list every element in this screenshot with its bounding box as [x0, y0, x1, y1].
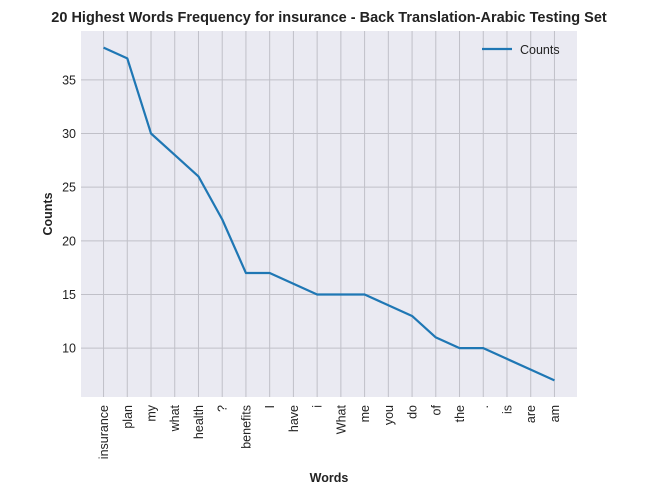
y-tick-label: 35: [62, 73, 76, 87]
y-tick-label: 10: [62, 342, 76, 356]
legend-label-counts: Counts: [520, 43, 560, 57]
x-tick-label: What: [334, 404, 348, 434]
x-tick-label: have: [287, 405, 301, 432]
y-tick-label: 20: [62, 234, 76, 248]
x-tick-label: i: [311, 405, 325, 408]
chart-title: 20 Highest Words Frequency for insurance…: [51, 10, 607, 26]
x-tick-label: the: [453, 405, 467, 422]
x-tick-label: plan: [121, 405, 135, 429]
plot-area: [81, 31, 577, 397]
x-tick-label: ?: [216, 405, 230, 412]
x-axis-label: Words: [310, 471, 349, 485]
x-tick-label: is: [500, 405, 514, 414]
y-axis-label: Counts: [41, 192, 55, 235]
y-tick-label: 30: [62, 127, 76, 141]
x-tick-label: me: [358, 405, 372, 422]
x-tick-label: benefits: [239, 405, 253, 449]
x-tick-label: my: [145, 404, 159, 421]
y-tick-label: 25: [62, 181, 76, 195]
x-tick-label: insurance: [97, 405, 111, 459]
x-tick-label: .: [477, 405, 491, 408]
x-tick-label: are: [524, 405, 538, 423]
x-tick-label: I: [263, 405, 277, 408]
x-gridlines: [103, 31, 555, 397]
x-tick-label: am: [548, 405, 562, 422]
x-tick-label: what: [168, 404, 182, 432]
y-tick-labels: 10 15 20 25 30 35: [62, 73, 76, 355]
x-tick-label: health: [192, 405, 206, 439]
x-tick-label: of: [429, 404, 443, 415]
series-line-counts: [103, 46, 555, 382]
y-tick-label: 15: [62, 288, 76, 302]
legend: Counts: [482, 43, 560, 57]
x-tick-label: you: [382, 405, 396, 425]
x-tick-label: do: [406, 405, 420, 419]
